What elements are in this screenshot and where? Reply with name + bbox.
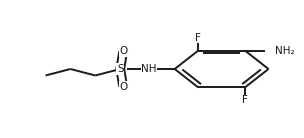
Text: F: F [195, 33, 201, 43]
Text: NH₂: NH₂ [275, 46, 295, 56]
Text: S: S [117, 64, 123, 74]
Text: NH: NH [141, 64, 157, 74]
Text: F: F [242, 95, 248, 105]
Text: O: O [119, 82, 127, 92]
Text: O: O [119, 46, 127, 56]
